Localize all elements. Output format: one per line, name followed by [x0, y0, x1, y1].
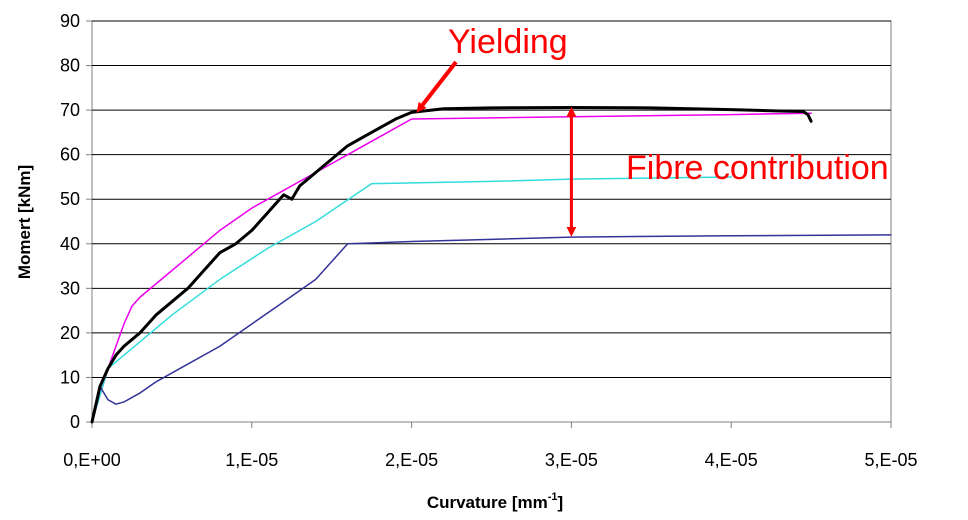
x-axis-title-superscript: -1: [548, 491, 558, 503]
y-tick-label: 50: [60, 189, 80, 209]
x-tick-label: 2,E-05: [385, 450, 438, 470]
series-line-2: [91, 176, 732, 423]
fibre-contribution-label: Fibre contribution: [626, 149, 889, 187]
y-tick-label: 60: [60, 145, 80, 165]
y-tick-label: 10: [60, 367, 80, 387]
y-tick-label: 0: [70, 412, 80, 432]
y-tick-label: 90: [60, 11, 80, 31]
series-line-3: [91, 234, 892, 423]
plot-area: [91, 20, 892, 423]
yielding-arrow: [416, 60, 458, 113]
series-line-1: [91, 112, 812, 423]
series-group: [90, 105, 892, 424]
y-tick-label: 40: [60, 234, 80, 254]
x-tick-label: 1,E-05: [225, 450, 278, 470]
x-axis-title-main: Curvature [mm: [427, 493, 548, 512]
x-tick-labels: 0,E+00 1,E-05 2,E-05 3,E-05 4,E-05 5,E-05: [63, 450, 917, 470]
x-axis-title: Curvature [mm-1]: [427, 491, 563, 512]
y-tick-label: 70: [60, 100, 80, 120]
y-tick-label: 80: [60, 56, 80, 76]
plot-border: [91, 20, 892, 423]
y-axis-title: Momert [kNm]: [15, 165, 34, 279]
y-tick-labels: 0 10 20 30 40 50 60 70 80 90: [60, 11, 80, 432]
x-tick-label: 5,E-05: [864, 450, 917, 470]
yielding-label: Yielding: [448, 23, 568, 61]
x-tick-label: 4,E-05: [705, 450, 758, 470]
y-tick-label: 20: [60, 323, 80, 343]
series-line-0: [90, 105, 813, 424]
x-tick-label: 0,E+00: [63, 450, 121, 470]
y-tick-label: 30: [60, 278, 80, 298]
x-axis-title-suffix: ]: [558, 493, 564, 512]
annotations: Yielding Fibre contribution: [416, 23, 889, 237]
x-tick-label: 3,E-05: [545, 450, 598, 470]
